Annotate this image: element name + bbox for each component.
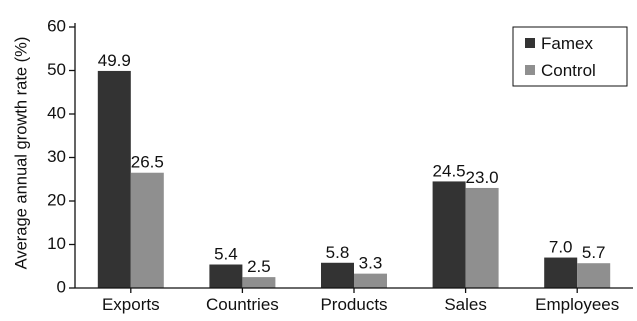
legend-swatch-control xyxy=(525,65,535,75)
data-label-famex-employees: 7.0 xyxy=(549,238,573,257)
bar-famex-employees xyxy=(544,257,578,288)
y-tick-label: 40 xyxy=(47,103,66,122)
legend-label-famex: Famex xyxy=(541,34,593,53)
data-label-famex-exports: 49.9 xyxy=(98,51,131,70)
data-label-control-employees: 5.7 xyxy=(582,243,606,262)
y-tick-label: 50 xyxy=(47,60,66,79)
bar-control-countries xyxy=(242,277,276,288)
legend-swatch-famex xyxy=(525,38,535,48)
bar-control-products xyxy=(354,273,387,288)
bar-famex-products xyxy=(321,262,354,288)
x-tick-label-products: Products xyxy=(320,295,387,314)
data-label-control-countries: 2.5 xyxy=(247,257,271,276)
bar-control-exports xyxy=(130,172,164,288)
bar-famex-sales xyxy=(432,181,466,288)
data-label-famex-sales: 24.5 xyxy=(433,161,466,180)
bar-famex-exports xyxy=(97,70,131,288)
data-label-control-products: 3.3 xyxy=(359,254,383,273)
data-label-famex-countries: 5.4 xyxy=(214,245,238,264)
bar-famex-countries xyxy=(209,264,243,288)
x-tick-label-countries: Countries xyxy=(206,295,279,314)
x-tick-label-exports: Exports xyxy=(102,295,160,314)
data-label-control-exports: 26.5 xyxy=(131,153,164,172)
x-axis: Exports Countries Products Sales Employees xyxy=(102,288,619,314)
data-labels-group: 49.9 26.5 5.4 2.5 5.8 3.3 24.5 23.0 7.0 5.7 xyxy=(98,51,606,276)
legend-label-control: Control xyxy=(541,61,596,80)
y-axis: 0 10 20 30 40 50 60 xyxy=(47,16,75,296)
x-tick-label-employees: Employees xyxy=(535,295,619,314)
y-tick-label: 10 xyxy=(47,234,66,253)
data-label-famex-products: 5.8 xyxy=(326,243,350,262)
y-axis-label: Average annual growth rate (%) xyxy=(12,37,30,270)
legend: Famex Control xyxy=(512,26,628,87)
y-tick-label: 0 xyxy=(57,277,66,296)
y-tick-label: 20 xyxy=(47,190,66,209)
y-tick-label: 60 xyxy=(47,16,66,35)
data-label-control-sales: 23.0 xyxy=(466,168,499,187)
legend-box xyxy=(512,26,628,87)
bar-control-sales xyxy=(465,187,499,288)
bar-control-employees xyxy=(577,263,611,288)
x-tick-label-sales: Sales xyxy=(444,295,487,314)
bars-group xyxy=(97,70,611,288)
y-tick-label: 30 xyxy=(47,147,66,166)
